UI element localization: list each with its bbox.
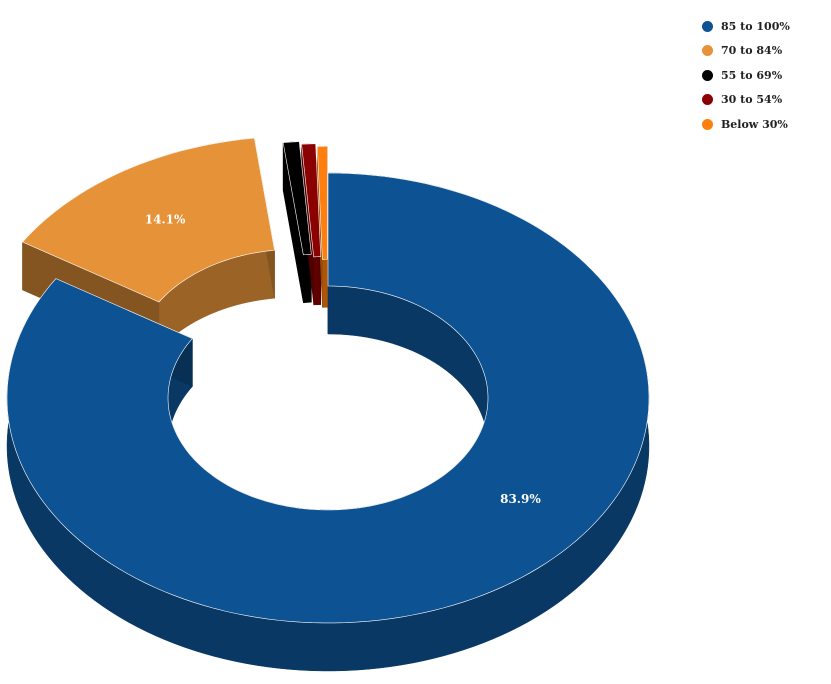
- slice-value-label-0: 83.9%: [500, 492, 541, 506]
- slice-70-to-84-[interactable]: [22, 137, 275, 303]
- legend-item[interactable]: 85 to 100%: [702, 14, 790, 39]
- legend-item[interactable]: Below 30%: [702, 112, 790, 137]
- legend-item[interactable]: 55 to 69%: [702, 63, 790, 88]
- legend-item[interactable]: 70 to 84%: [702, 39, 790, 64]
- slice-labels: 83.9% 14.1%: [145, 212, 542, 506]
- legend-swatch: [702, 20, 713, 32]
- legend-swatch: [702, 69, 713, 81]
- slice-85-to-100-[interactable]: [6, 172, 650, 624]
- legend: 85 to 100% 70 to 84% 55 to 69% 30 to 54% Bel…: [702, 14, 790, 137]
- slice-55-to-69-[interactable]: [282, 141, 312, 256]
- legend-swatch: [702, 118, 713, 130]
- slice-tops: [6, 137, 650, 624]
- legend-label: 55 to 69%: [721, 68, 783, 82]
- legend-label: Below 30%: [721, 117, 788, 131]
- slice-30-to-54-[interactable]: [301, 143, 322, 258]
- slice-below-30-[interactable]: [317, 146, 328, 260]
- legend-swatch: [702, 94, 713, 106]
- slice-value-label-1: 14.1%: [145, 212, 186, 226]
- legend-item[interactable]: 30 to 54%: [702, 88, 790, 113]
- legend-swatch: [702, 45, 713, 57]
- slice-inner-wall-4: [322, 259, 328, 308]
- legend-label: 70 to 84%: [721, 44, 783, 58]
- legend-label: 30 to 54%: [721, 93, 783, 107]
- legend-label: 85 to 100%: [721, 19, 790, 33]
